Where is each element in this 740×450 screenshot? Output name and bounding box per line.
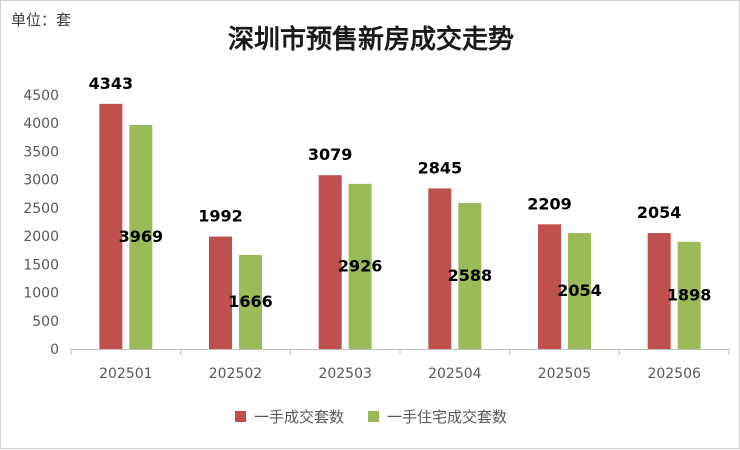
data-label-series-2: 3969 (119, 227, 164, 246)
legend-item-series-1: 一手成交套数 (234, 406, 344, 427)
data-label-series-2: 2926 (338, 256, 383, 275)
bar-series-2 (239, 254, 262, 349)
x-tick-label: 202506 (647, 366, 701, 382)
y-tick-label: 1000 (23, 286, 59, 302)
x-tick-label: 202502 (209, 366, 262, 382)
data-label-series-2: 2588 (448, 266, 493, 285)
unit-label: 单位：套 (11, 11, 72, 29)
bar-series-2 (458, 202, 482, 349)
legend-label-series-1: 一手成交套数 (253, 408, 344, 426)
data-label-series-1: 1992 (198, 207, 243, 226)
y-tick-label: 4000 (23, 116, 59, 132)
bar-series-2 (677, 241, 701, 349)
bars-layer (99, 103, 701, 349)
y-tick-label: 3000 (23, 173, 59, 189)
legend-item-series-2: 一手住宅成交套数 (368, 406, 507, 427)
bar-series-1 (99, 103, 123, 349)
legend-swatch-series-2 (368, 411, 379, 422)
legend-label-series-2: 一手住宅成交套数 (387, 408, 508, 426)
y-tick-label: 4500 (23, 88, 59, 104)
data-label-series-1: 4343 (89, 74, 134, 93)
y-tick-label: 0 (50, 342, 59, 358)
x-tick-label: 202503 (318, 366, 371, 382)
legend: 一手成交套数 一手住宅成交套数 (1, 406, 740, 427)
bar-series-1 (647, 233, 671, 349)
x-tick-label: 202505 (538, 366, 591, 382)
bar-series-2 (568, 233, 591, 349)
labels-layer: 4343 3969 1992 1666 3079 2926 2845 2588 2209 2054… (89, 74, 712, 311)
bar-series-1 (209, 236, 232, 349)
chart-title: 深圳市预售新房成交走势 (227, 25, 514, 55)
y-tick-label: 1500 (23, 257, 59, 273)
legend-swatch-series-1 (234, 411, 246, 422)
bar-series-1 (428, 188, 452, 349)
data-label-series-1: 3079 (308, 145, 353, 164)
x-tick-label: 202504 (428, 366, 482, 382)
data-label-series-1: 2209 (527, 194, 572, 213)
data-label-series-2: 1898 (667, 285, 712, 304)
data-label-series-2: 2054 (557, 281, 602, 300)
bar-series-1 (538, 224, 561, 349)
bar-series-2 (129, 124, 153, 349)
axis-layer: 0 500 1000 1500 2000 2500 3000 3500 4000 4500 2025… (23, 88, 730, 382)
y-tick-label: 3500 (23, 144, 59, 160)
y-tick-label: 2500 (23, 201, 59, 217)
data-label-series-1: 2845 (418, 158, 463, 177)
y-tick-label: 2000 (23, 229, 59, 245)
data-label-series-1: 2054 (637, 203, 682, 222)
y-tick-label: 500 (32, 314, 59, 330)
x-tick-label: 202501 (99, 366, 152, 382)
bar-series-2 (348, 183, 372, 349)
bar-series-1 (318, 175, 342, 349)
data-label-series-2: 1666 (228, 292, 273, 311)
